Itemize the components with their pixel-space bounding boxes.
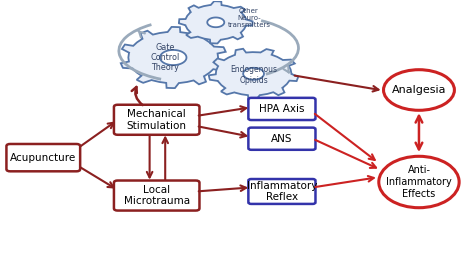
FancyBboxPatch shape — [248, 98, 316, 120]
Polygon shape — [243, 68, 264, 80]
FancyBboxPatch shape — [248, 128, 316, 150]
Polygon shape — [179, 1, 253, 44]
Polygon shape — [209, 49, 298, 100]
Ellipse shape — [379, 156, 459, 208]
Text: Acupuncture: Acupuncture — [10, 153, 76, 163]
Ellipse shape — [383, 70, 455, 110]
Text: Analgesia: Analgesia — [392, 85, 446, 95]
FancyBboxPatch shape — [114, 105, 200, 135]
Text: ANS: ANS — [271, 134, 292, 144]
Text: Mechanical
Stimulation: Mechanical Stimulation — [127, 109, 187, 131]
Polygon shape — [121, 27, 226, 88]
Polygon shape — [160, 50, 186, 65]
FancyBboxPatch shape — [114, 181, 200, 211]
Text: Local
Microtrauma: Local Microtrauma — [124, 185, 190, 206]
FancyBboxPatch shape — [248, 179, 316, 204]
Text: Endogenous
Opioids: Endogenous Opioids — [230, 65, 277, 85]
Text: Gate
Control
Theory: Gate Control Theory — [151, 43, 180, 72]
Text: Anti-
Inflammatory
Effects: Anti- Inflammatory Effects — [386, 165, 452, 199]
Text: Other
Neuro-
transmitters: Other Neuro- transmitters — [228, 8, 270, 28]
Text: Inflammatory
Reflex: Inflammatory Reflex — [247, 181, 317, 202]
Polygon shape — [207, 17, 224, 27]
Text: HPA Axis: HPA Axis — [259, 104, 305, 114]
FancyBboxPatch shape — [7, 144, 80, 171]
